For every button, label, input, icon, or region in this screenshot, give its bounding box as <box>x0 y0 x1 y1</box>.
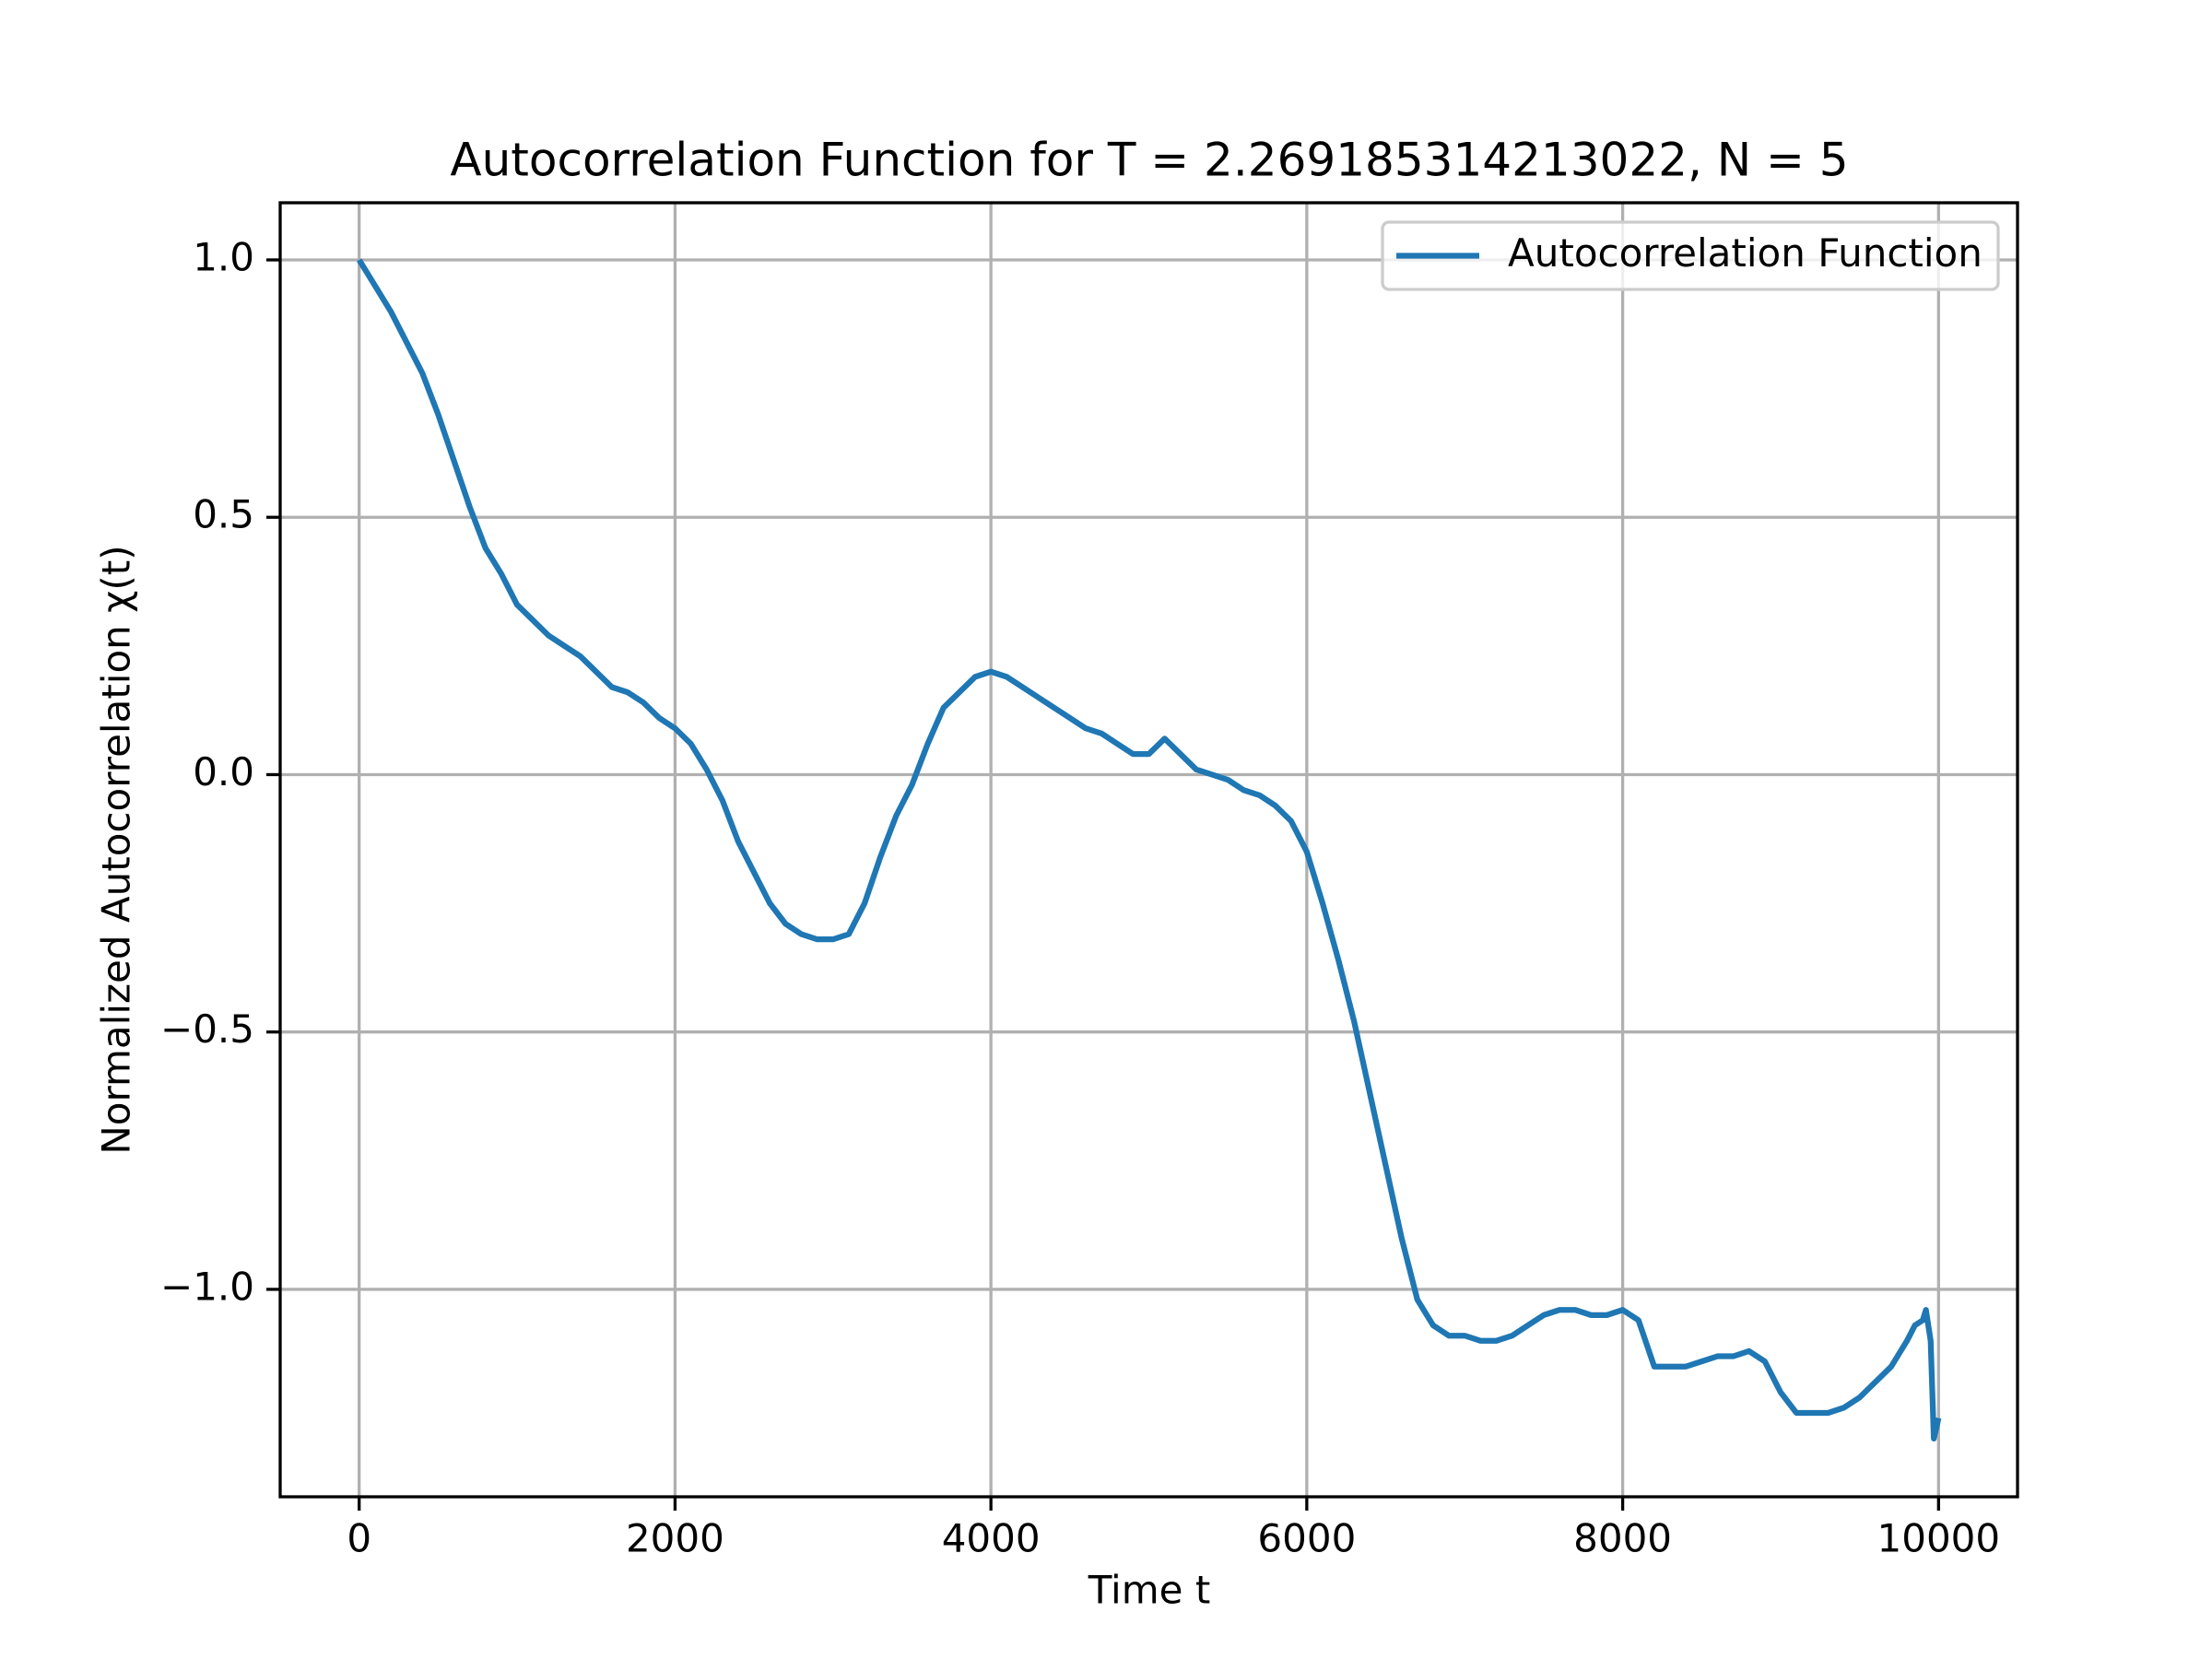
legend-label: Autocorrelation Function <box>1508 230 1983 276</box>
axes-frame <box>278 201 2019 1499</box>
x-tick-label: 8000 <box>1573 1516 1672 1561</box>
x-tick-label: 6000 <box>1257 1516 1356 1561</box>
y-tick-label: −1.0 <box>160 1264 254 1309</box>
x-tick-label: 10000 <box>1877 1516 2001 1561</box>
legend-box <box>1381 220 2000 291</box>
y-tick-label: 1.0 <box>193 234 254 279</box>
data-line <box>357 258 1942 1442</box>
x-tick-label: 2000 <box>626 1516 724 1561</box>
y-tick-label: 0.5 <box>193 492 254 537</box>
x-tick-label: 4000 <box>942 1516 1041 1561</box>
x-tick-label: 0 <box>347 1516 371 1561</box>
y-tick-label: 0.0 <box>193 749 254 794</box>
y-axis-label: Normalized Autocorrelation χ(t) <box>94 545 139 1154</box>
y-tick-label: −0.5 <box>160 1006 254 1052</box>
chart-title: Autocorrelation Function for T = 2.26918… <box>450 134 1848 187</box>
x-axis-label: Time t <box>1088 1568 1211 1613</box>
